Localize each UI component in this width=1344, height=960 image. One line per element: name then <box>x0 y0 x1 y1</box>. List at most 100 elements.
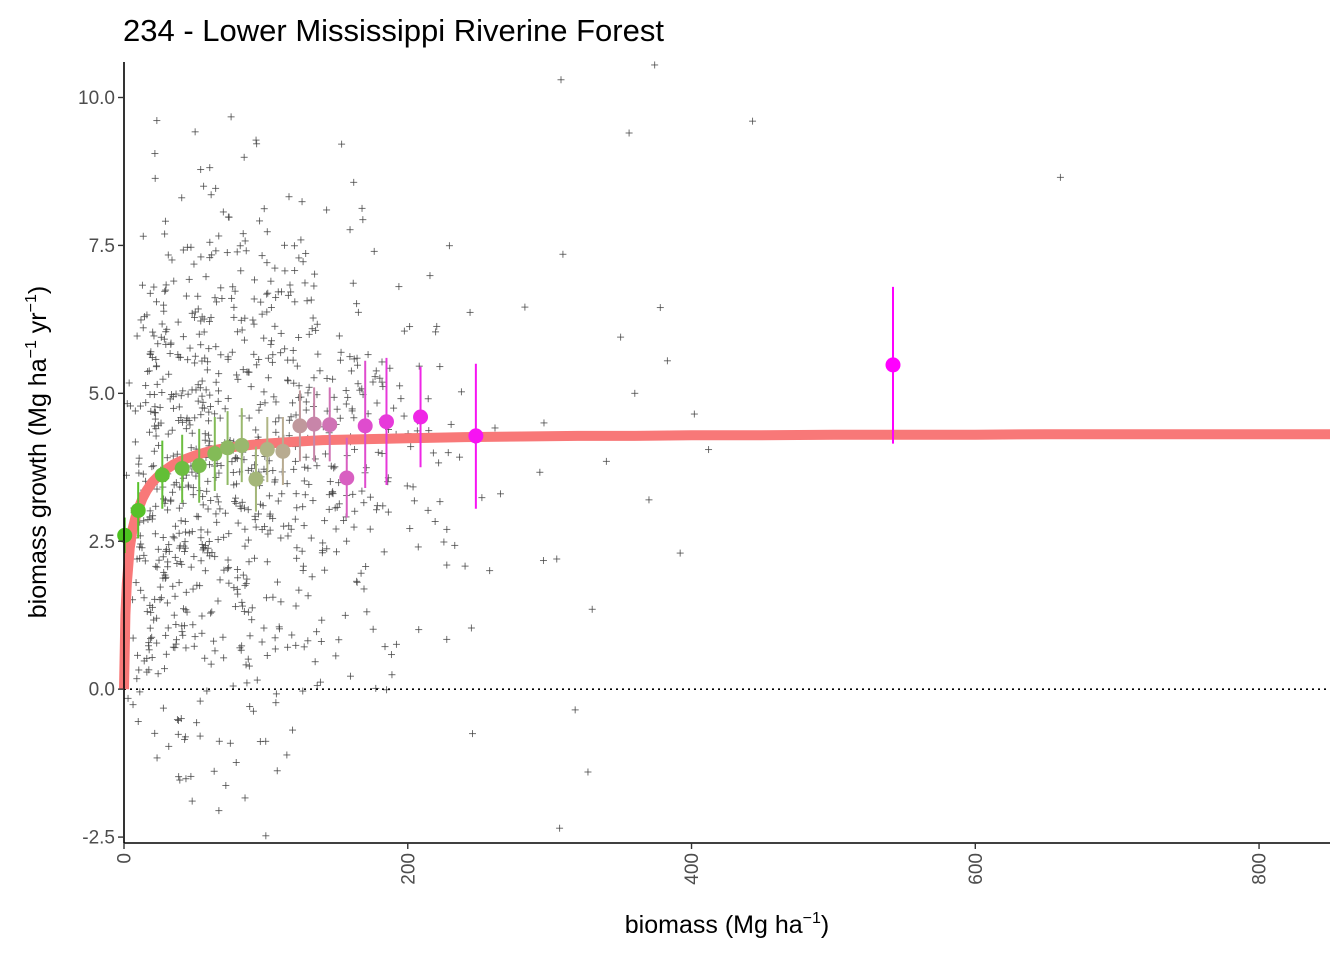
scatter-point <box>134 718 142 726</box>
scatter-point <box>263 290 271 298</box>
scatter-point <box>154 545 162 553</box>
scatter-point <box>253 140 261 148</box>
scatter-point <box>175 544 183 552</box>
scatter-point <box>371 373 379 381</box>
scatter-point <box>397 395 405 403</box>
scatter-point <box>138 544 146 552</box>
scatter-point <box>436 363 444 371</box>
scatter-point <box>196 582 204 590</box>
scatter-point <box>201 654 209 662</box>
scatter-point <box>333 405 341 413</box>
scatter-point <box>161 230 169 238</box>
scatter-point <box>150 391 158 399</box>
scatter-point <box>207 313 215 321</box>
y-tick-label: 7.5 <box>89 236 115 257</box>
scatter-point <box>171 522 179 530</box>
scatter-point <box>521 303 529 311</box>
scatter-point <box>248 604 256 612</box>
scatter-point <box>387 651 395 659</box>
scatter-point <box>362 563 370 571</box>
bin-mean-point <box>339 470 355 486</box>
bin-mean <box>259 417 275 483</box>
scatter-point <box>159 704 167 712</box>
scatter-point <box>146 350 154 358</box>
scatter-point <box>168 426 176 434</box>
scatter-point <box>329 488 337 496</box>
scatter-point <box>239 602 247 610</box>
scatter-point <box>150 332 158 340</box>
scatter-point <box>244 506 252 514</box>
scatter-point <box>198 541 206 549</box>
scatter-point <box>181 538 189 546</box>
scatter-point <box>221 509 229 517</box>
scatter-point <box>175 579 183 587</box>
scatter-point <box>152 363 160 371</box>
scatter-point <box>260 334 268 342</box>
scatter-point <box>150 283 158 291</box>
scatter-point <box>226 739 234 747</box>
scatter-point <box>312 326 320 334</box>
scatter-point <box>177 517 185 525</box>
scatter-point <box>292 602 300 610</box>
scatter-point <box>135 454 143 462</box>
scatter-point <box>540 419 548 427</box>
scatter-point <box>169 452 177 460</box>
scatter-point <box>457 388 465 396</box>
scatter-point <box>396 382 404 390</box>
scatter-point <box>424 506 432 514</box>
scatter-point <box>206 461 214 469</box>
scatter-point <box>133 555 141 563</box>
scatter-point <box>242 247 250 255</box>
scatter-point <box>297 236 305 244</box>
scatter-point <box>250 320 258 328</box>
scatter-point <box>350 178 358 186</box>
scatter-point <box>207 609 215 617</box>
scatter-point <box>217 351 225 359</box>
scatter-point <box>191 414 199 422</box>
scatter-point <box>160 307 168 315</box>
scatter-point <box>181 733 189 741</box>
scatter-point <box>220 654 228 662</box>
y-axis-ticks: -2.5 0.0 2.5 5.0 7.5 10.0 <box>78 88 124 849</box>
scatter-point <box>284 643 292 651</box>
scatter-point <box>168 256 176 264</box>
scatter-point <box>309 314 317 322</box>
scatter-point <box>225 579 233 587</box>
scatter-point <box>137 586 145 594</box>
scatter-point <box>241 237 249 245</box>
scatter-point <box>310 374 318 382</box>
scatter-point <box>410 497 418 505</box>
scatter-point <box>179 474 187 482</box>
scatter-point <box>170 277 178 285</box>
scatter-point <box>351 507 359 515</box>
scatter-point <box>468 730 476 738</box>
scatter-point <box>602 457 610 465</box>
scatter-point <box>749 117 757 125</box>
scatter-point <box>280 522 288 530</box>
scatter-point <box>313 462 321 470</box>
scatter-point <box>148 515 156 523</box>
scatter-point <box>228 348 236 356</box>
scatter-point <box>179 631 187 639</box>
scatter-point <box>217 284 225 292</box>
scatter-point <box>212 343 220 351</box>
scatter-point <box>175 504 183 512</box>
scatter-point <box>219 633 227 641</box>
scatter-point <box>258 526 266 534</box>
scatter-point <box>151 174 159 182</box>
scatter-point <box>403 482 411 490</box>
scatter-point <box>191 308 199 316</box>
scatter-point <box>276 625 284 633</box>
scatter-point <box>360 499 368 507</box>
scatter-point <box>169 488 177 496</box>
scatter-point <box>431 517 439 525</box>
bin-mean <box>248 446 264 512</box>
scatter-point <box>170 611 178 619</box>
scatter-point <box>175 403 183 411</box>
scatter-point <box>206 254 214 262</box>
scatter-point <box>190 642 198 650</box>
bin-mean <box>292 390 308 462</box>
scatter-point <box>224 565 232 573</box>
scatter-point <box>178 560 186 568</box>
scatter-point <box>264 530 272 538</box>
